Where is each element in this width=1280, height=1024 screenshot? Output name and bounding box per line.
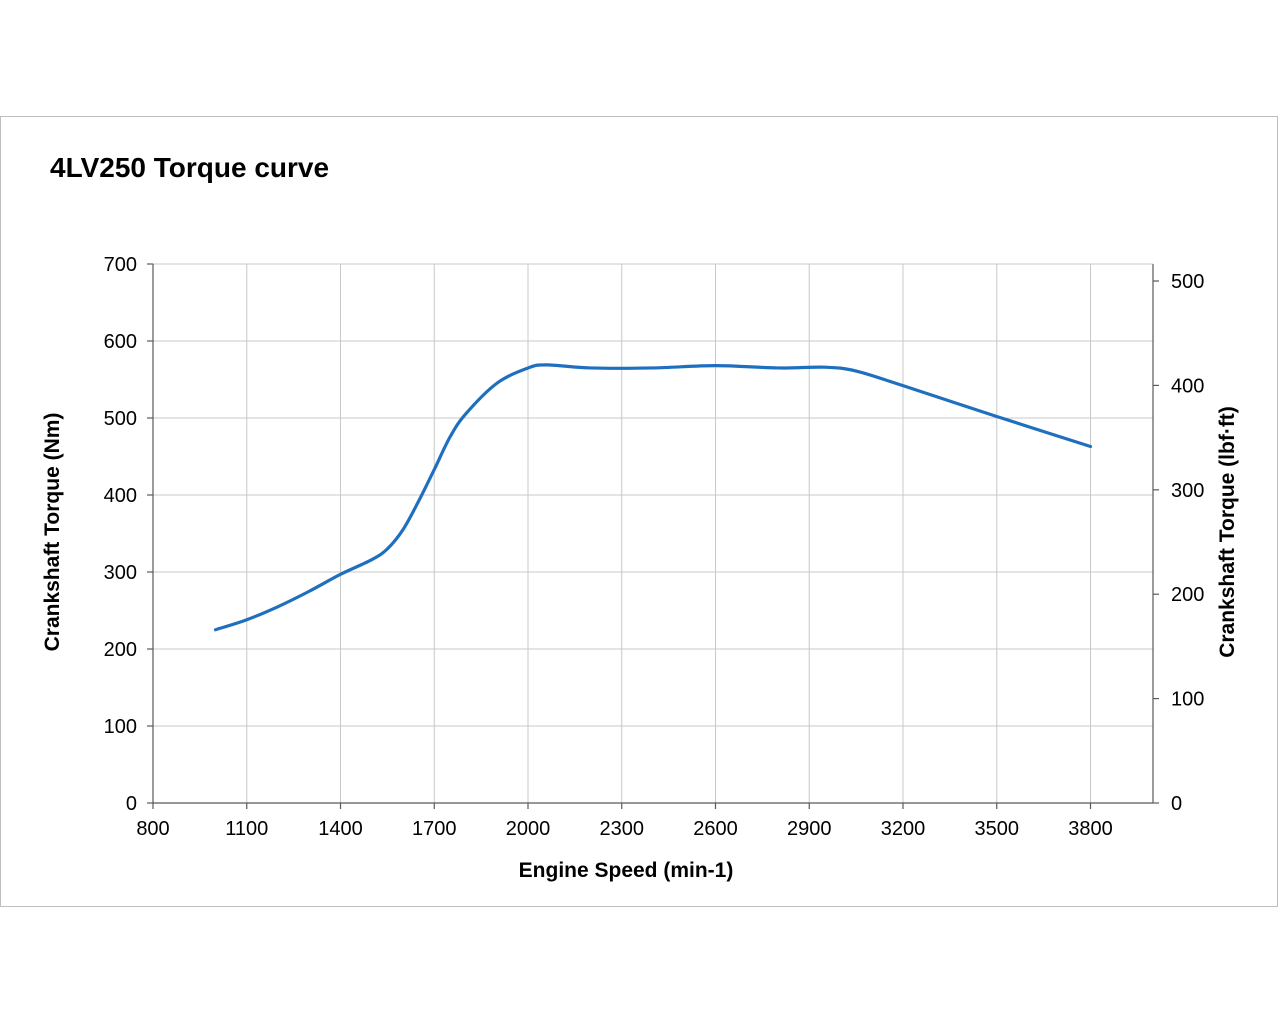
- chart-frame: [0, 116, 1278, 907]
- x-tick-label: 2600: [693, 818, 738, 840]
- y2-tick-label: 100: [1171, 689, 1204, 711]
- y2-tick-label: 300: [1171, 480, 1204, 502]
- x-tick-label: 1400: [318, 818, 363, 840]
- y-tick-label: 200: [104, 639, 137, 661]
- y-tick-label: 600: [104, 331, 137, 353]
- y2-tick-label: 0: [1171, 793, 1182, 815]
- y-tick-label: 700: [104, 254, 137, 276]
- x-tick-label: 3200: [881, 818, 926, 840]
- y2-tick-label: 200: [1171, 584, 1204, 606]
- x-tick-label: 800: [136, 818, 169, 840]
- y-tick-label: 100: [104, 716, 137, 738]
- torque-series-line: [213, 363, 1093, 632]
- x-tick-label: 1100: [225, 818, 268, 840]
- x-tick-label: 3500: [975, 818, 1020, 840]
- y-tick-label: 400: [104, 485, 137, 507]
- tick-labels: 0 100 200 300 400 500 600 700 800 1100 1400 1700 200…: [104, 254, 1205, 840]
- x-tick-label: 2000: [506, 818, 551, 840]
- x-tick-label: 2900: [787, 818, 832, 840]
- grid-lines: [153, 263, 1154, 803]
- x-axis-title: Engine Speed (min-1): [519, 859, 734, 882]
- y-axis-title: Crankshaft Torque (Nm): [41, 413, 64, 652]
- y-tick-label: 500: [104, 408, 137, 430]
- x-tick-label: 1700: [412, 818, 457, 840]
- x-tick-label: 2300: [600, 818, 645, 840]
- chart-title: 4LV250 Torque curve: [50, 152, 329, 183]
- axes: [147, 263, 1159, 809]
- x-tick-label: 3800: [1068, 818, 1113, 840]
- y2-axis-title: Crankshaft Torque (lbf·ft): [1216, 406, 1239, 658]
- y2-tick-label: 500: [1171, 271, 1204, 293]
- y2-tick-label: 400: [1171, 375, 1204, 397]
- y-tick-label: 0: [126, 793, 137, 815]
- y-tick-label: 300: [104, 562, 137, 584]
